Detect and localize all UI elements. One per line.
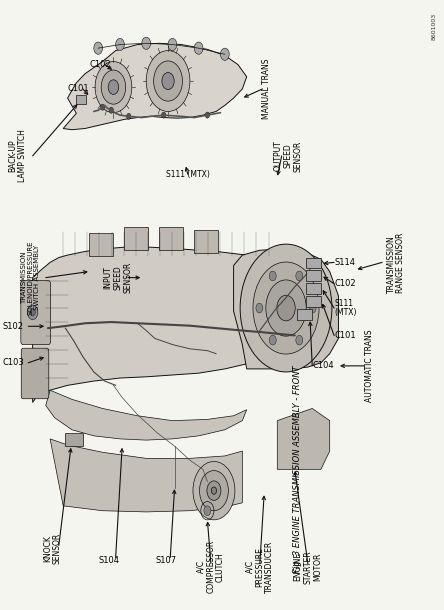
Text: C102: C102 bbox=[90, 60, 111, 69]
Polygon shape bbox=[234, 249, 338, 369]
Circle shape bbox=[269, 336, 276, 345]
Circle shape bbox=[277, 295, 295, 321]
Circle shape bbox=[296, 271, 303, 281]
Text: A/C
COMPRESSOR
CLUTCH: A/C COMPRESSOR CLUTCH bbox=[197, 540, 225, 594]
Bar bbox=[65, 433, 83, 446]
Polygon shape bbox=[50, 439, 242, 512]
Text: S111 (MTX): S111 (MTX) bbox=[166, 170, 210, 179]
Circle shape bbox=[221, 48, 229, 60]
Circle shape bbox=[142, 37, 151, 49]
Text: S107: S107 bbox=[155, 556, 176, 565]
Circle shape bbox=[199, 470, 228, 511]
Bar bbox=[76, 95, 86, 104]
Bar bbox=[159, 227, 183, 250]
Circle shape bbox=[194, 42, 203, 54]
Circle shape bbox=[205, 112, 210, 118]
Circle shape bbox=[28, 305, 38, 320]
Circle shape bbox=[211, 487, 217, 494]
Bar bbox=[306, 257, 321, 268]
Circle shape bbox=[240, 244, 332, 372]
Circle shape bbox=[100, 104, 105, 110]
Polygon shape bbox=[63, 43, 247, 130]
Text: C104: C104 bbox=[312, 361, 334, 370]
Text: ENGINE
STARTER
MOTOR: ENGINE STARTER MOTOR bbox=[293, 550, 322, 584]
Text: BACK-UP
LAMP SWITCH: BACK-UP LAMP SWITCH bbox=[8, 129, 27, 182]
Circle shape bbox=[256, 303, 263, 313]
Bar bbox=[124, 227, 148, 250]
Bar bbox=[194, 230, 218, 253]
Circle shape bbox=[115, 38, 124, 51]
Bar bbox=[306, 270, 321, 281]
Polygon shape bbox=[32, 247, 321, 403]
Circle shape bbox=[309, 303, 316, 313]
Text: C101: C101 bbox=[67, 84, 89, 93]
FancyBboxPatch shape bbox=[21, 348, 49, 399]
Text: OUTPUT
SPEED
SENSOR: OUTPUT SPEED SENSOR bbox=[274, 140, 302, 171]
Text: 8601003: 8601003 bbox=[432, 13, 437, 40]
Circle shape bbox=[269, 271, 276, 281]
Circle shape bbox=[266, 280, 306, 336]
Circle shape bbox=[253, 262, 319, 354]
Circle shape bbox=[146, 51, 190, 112]
Text: S102: S102 bbox=[3, 322, 24, 331]
Circle shape bbox=[162, 73, 174, 90]
Bar bbox=[297, 309, 312, 320]
Text: C103: C103 bbox=[2, 358, 24, 367]
Text: A/C
PRESSURE
TRANSDUCER: A/C PRESSURE TRANSDUCER bbox=[246, 540, 274, 593]
Text: Fig. 3 ENGINE TRANSMISSION ASSEMBLY - FRONT: Fig. 3 ENGINE TRANSMISSION ASSEMBLY - FR… bbox=[293, 365, 301, 573]
Circle shape bbox=[207, 481, 221, 500]
Circle shape bbox=[30, 309, 35, 316]
Polygon shape bbox=[278, 409, 330, 469]
Circle shape bbox=[296, 336, 303, 345]
Bar bbox=[306, 283, 321, 294]
Polygon shape bbox=[46, 390, 247, 440]
Circle shape bbox=[94, 42, 103, 54]
Circle shape bbox=[204, 506, 211, 515]
Text: KNOCK
SENSOR: KNOCK SENSOR bbox=[43, 533, 62, 564]
Circle shape bbox=[95, 62, 132, 113]
Text: MANUAL TRANS: MANUAL TRANS bbox=[262, 59, 271, 119]
Circle shape bbox=[109, 107, 114, 113]
Text: C101: C101 bbox=[334, 331, 356, 340]
Circle shape bbox=[193, 461, 235, 520]
Text: TRANSMISSION
SOLENOID/PRESSURE
SWITCH ASSEMBLY: TRANSMISSION SOLENOID/PRESSURE SWITCH AS… bbox=[21, 240, 40, 315]
Text: TRANSMISSION
RANGE SENSOR: TRANSMISSION RANGE SENSOR bbox=[387, 232, 405, 293]
Text: C102: C102 bbox=[334, 279, 356, 288]
Bar bbox=[89, 233, 114, 256]
Circle shape bbox=[101, 70, 126, 104]
Circle shape bbox=[162, 112, 166, 118]
Text: S104: S104 bbox=[99, 556, 119, 565]
Text: INPUT
SPEED
SENSOR: INPUT SPEED SENSOR bbox=[103, 262, 132, 293]
Text: AUTOMATIC TRANS: AUTOMATIC TRANS bbox=[365, 329, 374, 402]
Text: S111
(MTX): S111 (MTX) bbox=[334, 299, 357, 317]
FancyBboxPatch shape bbox=[21, 281, 51, 345]
Circle shape bbox=[168, 38, 177, 51]
Circle shape bbox=[154, 61, 182, 101]
Bar bbox=[306, 296, 321, 307]
Text: S114: S114 bbox=[334, 258, 355, 267]
Circle shape bbox=[108, 80, 119, 95]
Circle shape bbox=[127, 113, 131, 120]
